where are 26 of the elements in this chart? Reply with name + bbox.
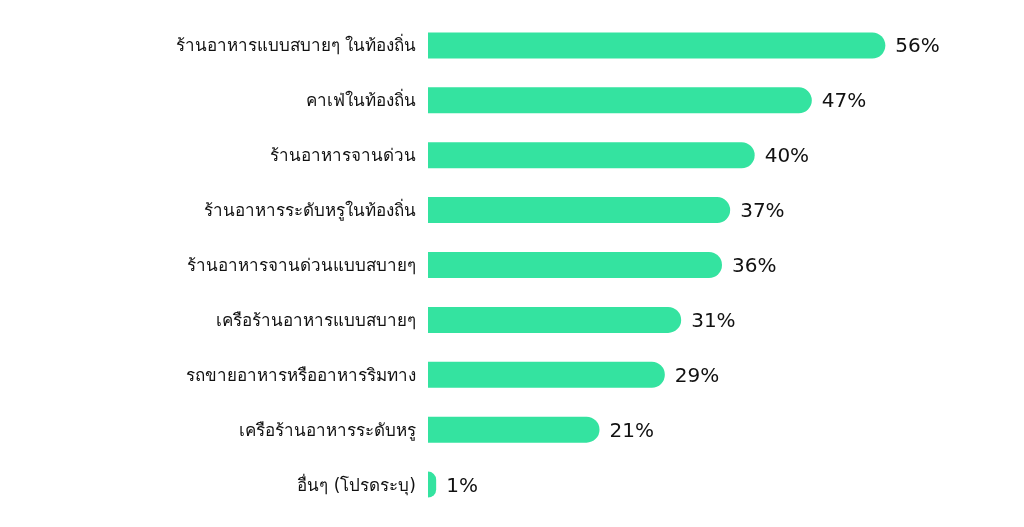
data-label: 31% (691, 307, 736, 332)
data-label: 1% (446, 472, 478, 497)
bar (428, 361, 665, 388)
data-label: 29% (674, 362, 720, 387)
bar (428, 142, 755, 169)
y-tick-label: ร้านอาหารแบบสบายๆ ในท้องถิ่น (175, 33, 416, 56)
data-label: 37% (740, 198, 785, 223)
data-label: 40% (764, 143, 810, 168)
bar (428, 197, 731, 224)
bar (428, 32, 886, 59)
y-tick-label: ร้านอาหารจานด่วน (270, 145, 416, 166)
y-tick-label: เครือร้านอาหารระดับหรู (239, 419, 416, 441)
y-tick-label: คาเฟ่ในท้องถิ่น (306, 88, 416, 111)
data-label: 56% (895, 33, 940, 58)
bar (428, 252, 722, 278)
y-tick-label: ร้านอาหารระดับหรูในท้องถิ่น (204, 198, 416, 222)
data-label: 36% (732, 253, 777, 277)
bar (428, 306, 682, 333)
y-tick-label: ร้านอาหารจานด่วนแบบสบายๆ (187, 255, 416, 275)
bar (428, 87, 812, 114)
y-tick-label: รถขายอาหารหรืออาหารริมทาง (186, 364, 416, 385)
bar (428, 416, 600, 443)
y-tick-label: เครือร้านอาหารแบบสบายๆ (216, 309, 416, 330)
data-label: 21% (609, 417, 654, 442)
data-label: 47% (821, 88, 867, 113)
y-tick-label: อื่นๆ (โปรดระบุ) (297, 472, 416, 496)
